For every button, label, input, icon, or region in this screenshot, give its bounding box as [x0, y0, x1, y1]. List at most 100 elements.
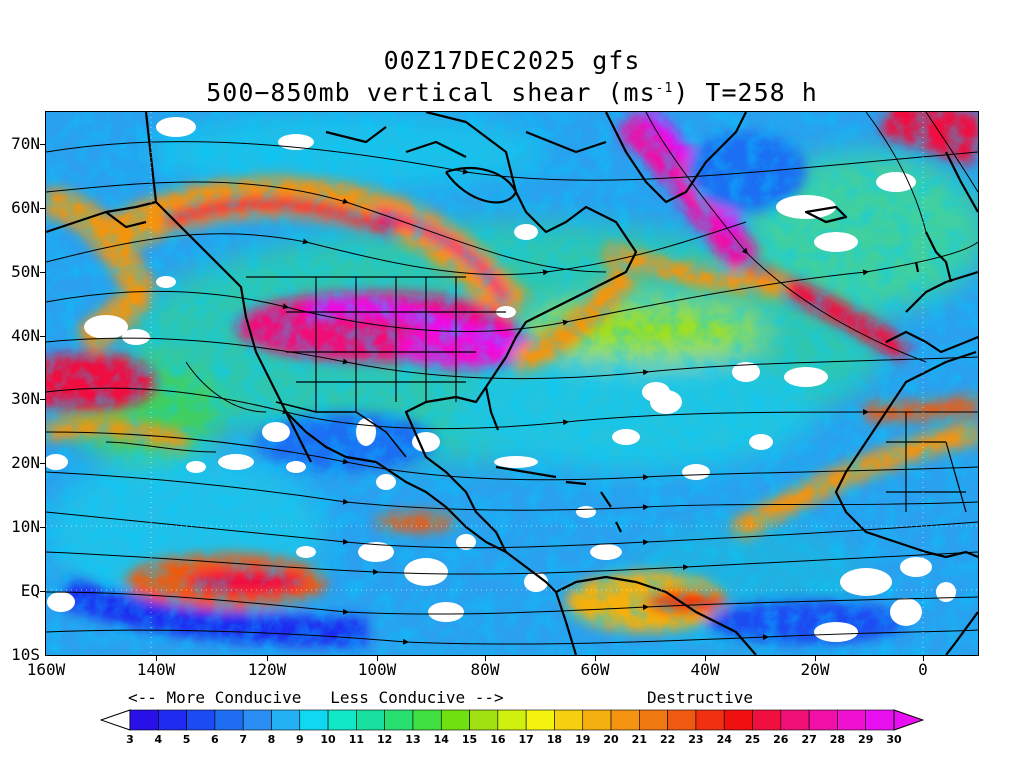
colorbar-swatch	[554, 709, 584, 731]
colorbar-tick-label: 24	[716, 733, 732, 746]
lat-tick	[40, 591, 46, 592]
lon-label-100w: 100W	[357, 660, 397, 679]
lon-tick	[485, 655, 486, 661]
colorbar-tick-label: 25	[744, 733, 761, 746]
colorbar-tick-label: 21	[631, 733, 647, 746]
streamlines	[46, 112, 978, 645]
colorbar-tick-label: 6	[211, 733, 219, 746]
colorbar-tick-label: 28	[829, 733, 846, 746]
colorbar-tick-label: 5	[182, 733, 191, 746]
lon-tick	[267, 655, 268, 661]
colorbar-swatch	[639, 709, 668, 731]
colorbar-swatch	[412, 709, 442, 731]
colorbar-underflow-swatch	[100, 709, 131, 731]
colorbar-tick-label: 26	[773, 733, 789, 746]
lon-tick	[377, 655, 378, 661]
lon-tick	[815, 655, 816, 661]
colorbar-tick-label: 16	[490, 733, 506, 746]
colorbar-swatch	[525, 709, 555, 731]
colorbar-swatch	[610, 709, 640, 731]
colorbar-swatch	[667, 709, 697, 731]
lat-tick	[40, 399, 46, 400]
colorbar-swatch	[865, 709, 895, 731]
colorbar-swatch	[695, 709, 725, 731]
colorbar-tick-label: 10	[320, 733, 336, 746]
lon-label-80w: 80W	[470, 660, 500, 679]
lon-tick	[595, 655, 596, 661]
colorbar-swatch	[808, 709, 838, 731]
colorbar-tick-label: 4	[154, 733, 163, 746]
colorbar-tick-label: 20	[603, 733, 619, 746]
lon-label-40w: 40W	[690, 660, 720, 679]
colorbar-tick-label: 29	[858, 733, 874, 746]
colorbar-swatch	[497, 709, 527, 731]
lat-label-50n: 50N	[11, 262, 40, 281]
colorbar-swatch	[214, 709, 244, 731]
colorbar-tick-label: 30	[886, 733, 902, 746]
lon-tick	[705, 655, 706, 661]
colorbar-swatch	[723, 709, 753, 731]
colorbar-tick-label: 13	[405, 733, 421, 746]
lat-tick	[40, 463, 46, 464]
colorbar-swatch	[242, 709, 272, 731]
lat-label-60n: 60N	[11, 198, 40, 217]
colorbar-swatch	[752, 709, 782, 731]
colorbar-overflow-swatch	[893, 709, 924, 731]
lon-label-0: 0	[918, 660, 928, 679]
lat-tick	[40, 272, 46, 273]
colorbar-tick-label: 18	[546, 733, 563, 746]
colorbar-tick-label: 8	[267, 733, 276, 746]
subtitle-unit-exponent: -1	[655, 81, 674, 96]
colorbar-tick-label: 19	[575, 733, 591, 746]
lat-label-30n: 30N	[11, 389, 40, 408]
chart-title: 00Z17DEC2025 gfs	[383, 46, 641, 75]
colorbar-swatch	[440, 709, 470, 731]
lon-label-160w: 160W	[26, 660, 66, 679]
chart-subtitle: 500−850mb vertical shear (ms-1) T=258 h	[0, 75, 1024, 107]
colorbar-swatch	[271, 709, 301, 731]
colorbar-tick-label: 27	[801, 733, 817, 746]
colorbar-tick-label: 23	[688, 733, 704, 746]
subtitle-main: 500−850mb vertical shear (ms	[206, 78, 656, 107]
colorbar-swatch	[299, 709, 329, 731]
lon-tick	[156, 655, 157, 661]
lat-label-10n: 10N	[11, 517, 40, 536]
legend-conducive-text: <-- More Conducive Less Conducive -->	[128, 688, 504, 707]
colorbar-tick-label: 22	[659, 733, 676, 746]
shear-map	[46, 112, 978, 655]
colorbar-tick-label: 7	[239, 733, 247, 746]
lat-tick	[40, 208, 46, 209]
colorbar-tick-label: 17	[518, 733, 534, 746]
legend-destructive-text: Destructive	[647, 688, 753, 707]
colorbar-swatch	[157, 709, 187, 731]
shear-field	[46, 112, 978, 655]
grid-lines	[46, 112, 978, 655]
colorbar-tick-label: 11	[348, 733, 365, 746]
lon-label-20w: 20W	[800, 660, 830, 679]
lon-tick	[923, 655, 924, 661]
colorbar-swatch	[129, 709, 159, 731]
colorbar-tick-label: 14	[433, 733, 449, 746]
colorbar-tick-label: 12	[377, 733, 393, 746]
colorbar-tick-label: 3	[126, 733, 134, 746]
lat-label-10s: 10S	[11, 645, 40, 664]
lat-label-40n: 40N	[11, 326, 40, 345]
subtitle-time: ) T=258 h	[673, 78, 818, 107]
lon-label-120w: 120W	[247, 660, 287, 679]
colorbar-tick-label: 9	[295, 733, 304, 746]
lon-label-60w: 60W	[580, 660, 610, 679]
colorbar-swatch	[582, 709, 612, 731]
lon-label-140w: 140W	[136, 660, 176, 679]
colorbar-tick-label: 15	[461, 733, 478, 746]
colorbar-swatch	[356, 709, 385, 731]
colorbar	[100, 709, 924, 731]
lat-tick	[40, 527, 46, 528]
lat-tick	[40, 144, 46, 145]
colorbar-swatch	[469, 709, 499, 731]
lat-tick	[40, 336, 46, 337]
lat-label-eq: EQ	[20, 581, 40, 600]
colorbar-swatch	[780, 709, 810, 731]
colorbar-swatch	[186, 709, 216, 731]
colorbar-swatch	[384, 709, 414, 731]
colorbar-swatch	[327, 709, 357, 731]
